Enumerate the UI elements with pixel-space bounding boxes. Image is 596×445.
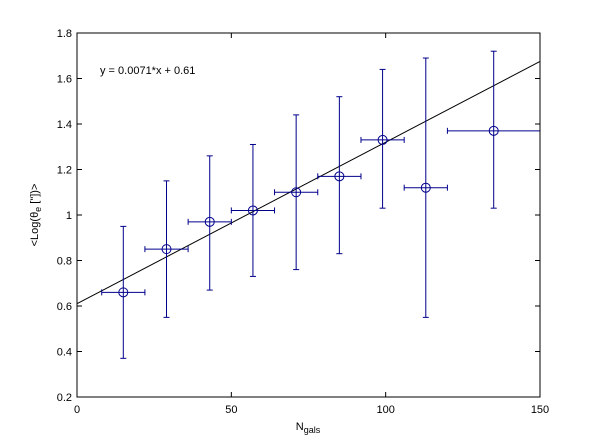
data-point-marker: [377, 134, 388, 145]
data-points-layer: [101, 50, 541, 359]
fit-line: [76, 60, 541, 305]
fit-equation-annotation: y = 0.0071*x + 0.61: [100, 65, 195, 77]
x-tick-label: 0: [74, 404, 80, 416]
x-axis-ticks: 0 50 100 150: [74, 33, 549, 416]
y-tick-label: 0.8: [57, 256, 72, 268]
data-point-5: [274, 114, 319, 271]
y-axis-label: <Log(θe ["])>: [29, 184, 43, 247]
x-axis-label: Ngals: [296, 421, 321, 435]
plot-area: [77, 33, 540, 397]
y-tick-label: 0.2: [57, 392, 72, 404]
data-point-marker: [204, 216, 215, 227]
data-point-3: [187, 155, 232, 291]
data-point-marker: [334, 171, 345, 182]
y-tick-label: 1: [66, 210, 72, 222]
data-point-1: [101, 225, 146, 359]
data-point-marker: [161, 244, 172, 255]
y-tick-label: 1.6: [57, 74, 72, 86]
y-axis-label-subscript: e: [33, 207, 43, 212]
fit-line-layer: [76, 60, 541, 305]
data-point-marker: [118, 287, 129, 298]
x-tick-label: 50: [225, 404, 237, 416]
y-tick-label: 1.4: [57, 119, 72, 131]
x-axis-label-subscript: gals: [304, 425, 321, 435]
data-point-2: [144, 180, 189, 318]
y-tick-label: 1.2: [57, 165, 72, 177]
data-point-marker: [420, 182, 431, 193]
data-point-6: [317, 96, 362, 255]
x-tick-label: 100: [376, 404, 394, 416]
y-axis-label-prefix: <Log(θ: [29, 212, 41, 247]
data-point-7: [360, 68, 405, 209]
x-axis-label-base: N: [296, 421, 304, 433]
y-tick-label: 0.6: [57, 301, 72, 313]
y-tick-label: 0.4: [57, 347, 72, 359]
data-point-4: [230, 143, 276, 277]
data-point-marker: [247, 205, 258, 216]
data-point-marker: [291, 187, 302, 198]
y-axis-label-suffix: ["])>: [29, 184, 41, 207]
y-axis-ticks: 0.2 0.4 0.6 0.8 1 1.2 1.4 1.6 1.8: [57, 28, 540, 404]
x-tick-label: 150: [531, 404, 549, 416]
y-tick-label: 1.8: [57, 28, 72, 40]
data-point-8: [403, 57, 448, 318]
data-point-marker: [488, 125, 499, 136]
